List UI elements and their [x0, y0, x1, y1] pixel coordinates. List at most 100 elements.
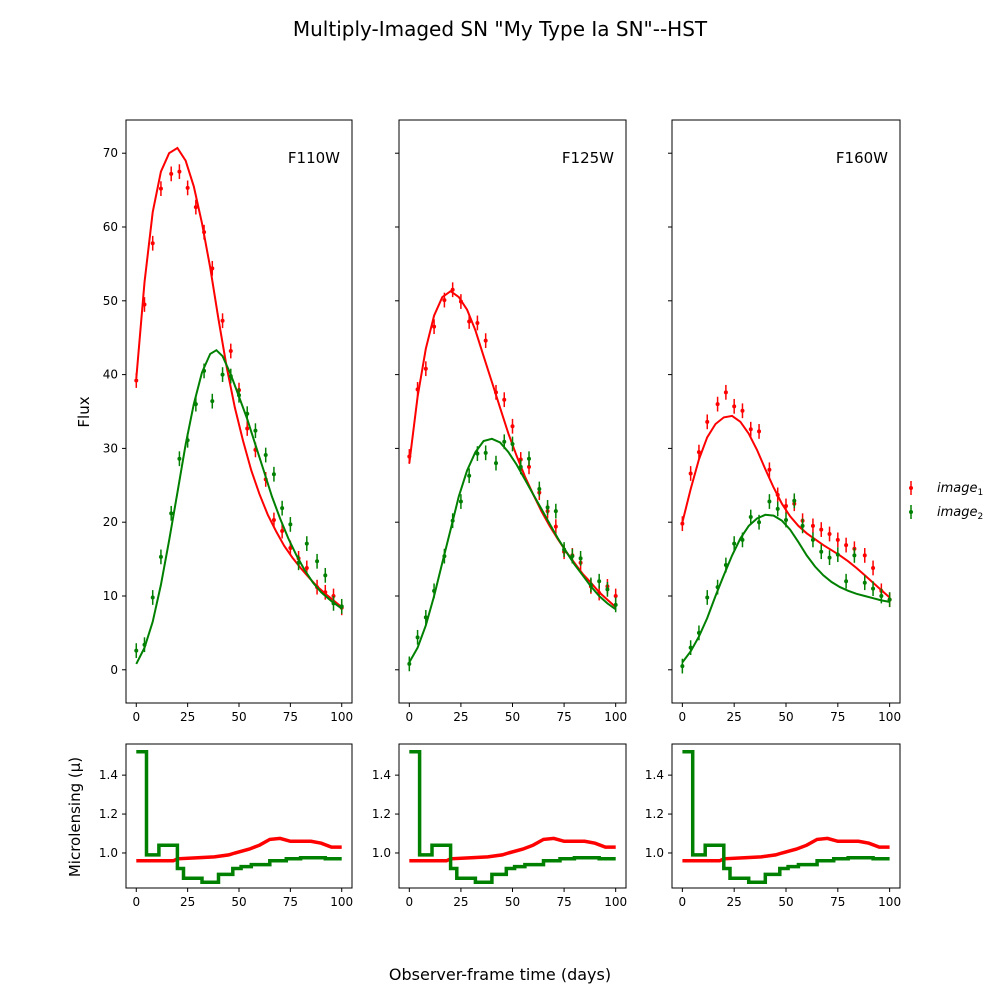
flux-axis-xtick-label: 0 [405, 710, 413, 724]
data-point-image1 [613, 593, 618, 598]
data-point-image1 [510, 424, 515, 429]
data-point-image2 [193, 402, 198, 407]
model-curve-image2 [135, 348, 343, 665]
micro-axis-ytick-label: 1.4 [99, 768, 118, 782]
data-point-image2 [537, 486, 542, 491]
data-point-image1 [723, 390, 728, 395]
flux-axis-xtick-label: 25 [180, 710, 195, 724]
data-point-image2 [748, 515, 753, 520]
data-layer [407, 282, 618, 672]
data-layer [680, 384, 892, 674]
data-point-image1 [775, 492, 780, 497]
legend: image1 image2 [909, 481, 983, 522]
legend-entry-image1: image1 [909, 481, 983, 498]
micro-axis-ytick-label: 1.4 [645, 768, 664, 782]
data-point-image2 [245, 411, 250, 416]
figure-title: Multiply-Imaged SN "My Type Ia SN"--HST [293, 17, 708, 41]
micro-axis-xtick-label: 25 [453, 895, 468, 909]
micro-axis-xtick-label: 75 [830, 895, 845, 909]
data-point-image1 [502, 397, 507, 402]
data-point-image2 [304, 541, 309, 546]
data-point-image2 [775, 506, 780, 511]
data-point-image2 [263, 453, 268, 458]
micro-axis-xtick-label: 0 [679, 895, 687, 909]
flux-axis-ytick-label: 50 [103, 294, 118, 308]
data-point-image2 [819, 549, 824, 554]
micro-frame [398, 743, 627, 889]
flux-axis-ytick-label: 60 [103, 220, 118, 234]
data-point-image1 [169, 171, 174, 176]
data-point-image2 [887, 597, 892, 602]
microlensing-curve-image2 [682, 750, 890, 884]
micro-axis-xtick-label: 50 [778, 895, 793, 909]
data-point-image1 [553, 524, 558, 529]
data-point-image1 [415, 387, 420, 392]
data-point-image2 [767, 499, 772, 504]
data-point-image2 [545, 505, 550, 510]
legend-marker [909, 510, 913, 514]
microlensing-curve-image1 [409, 836, 616, 863]
data-point-image2 [510, 441, 515, 446]
flux-axis-xtick-label: 75 [283, 710, 298, 724]
micro-frame [125, 743, 353, 889]
flux-frame [671, 119, 901, 704]
data-point-image2 [844, 579, 849, 584]
data-point-image1 [177, 169, 182, 174]
data-point-image2 [220, 372, 225, 377]
panel-filter-label: F110W [288, 149, 340, 167]
data-point-image2 [442, 554, 447, 559]
legend-label-subscript: 1 [978, 488, 984, 498]
flux-axis-xtick-label: 25 [727, 710, 742, 724]
data-point-image1 [423, 366, 428, 371]
data-point-image2 [852, 553, 857, 558]
data-point-image2 [185, 438, 190, 443]
data-point-image2 [605, 587, 610, 592]
data-point-image2 [680, 664, 685, 669]
micro-axis-xtick-label: 100 [878, 895, 901, 909]
model-curve-image1 [135, 146, 343, 608]
data-point-image2 [588, 582, 593, 587]
data-point-image2 [570, 554, 575, 559]
data-point-image2 [527, 456, 532, 461]
data-point-image2 [871, 586, 876, 591]
micro-axis-xtick-label: 100 [330, 895, 353, 909]
data-point-image2 [578, 556, 583, 561]
data-layer [409, 750, 616, 884]
flux-frame [125, 119, 353, 704]
microlensing-panel-1: 0 25 50 75 100 1.0 1.2 1.4 [99, 743, 353, 909]
data-point-image2 [705, 595, 710, 600]
flux-axis-ytick-label: 20 [103, 515, 118, 529]
data-point-image2 [553, 509, 558, 514]
micro-axis-ytick-label: 1.0 [372, 846, 391, 860]
data-point-image1 [757, 429, 762, 434]
data-point-image2 [142, 642, 147, 647]
data-point-image2 [253, 428, 258, 433]
data-point-image1 [862, 553, 867, 558]
data-point-image2 [810, 537, 815, 542]
legend-entry-image2: image2 [909, 505, 983, 522]
data-point-image2 [800, 523, 805, 528]
microlensing-curve-image2 [409, 750, 616, 884]
data-point-image2 [323, 573, 328, 578]
data-point-image1 [827, 532, 832, 537]
microlensing-curve-image1 [136, 836, 342, 863]
micro-axis-xtick-label: 50 [505, 895, 520, 909]
flux-axis-xtick-label: 50 [778, 710, 793, 724]
data-point-image1 [732, 404, 737, 409]
data-point-image2 [339, 604, 344, 609]
data-point-image1 [475, 320, 480, 325]
data-point-image2 [475, 451, 480, 456]
data-point-image2 [202, 368, 207, 373]
model-curve-image2 [681, 513, 890, 663]
data-point-image1 [193, 205, 198, 210]
micro-axis-xtick-label: 50 [231, 895, 246, 909]
data-point-image1 [450, 287, 455, 292]
micro-axis-ytick-label: 1.2 [99, 807, 118, 821]
data-point-image2 [879, 593, 884, 598]
data-point-image2 [723, 562, 728, 567]
data-point-image2 [237, 393, 241, 398]
flux-axis-ytick-label: 0 [110, 663, 118, 677]
data-point-image1 [150, 241, 155, 246]
data-point-image2 [228, 374, 233, 379]
